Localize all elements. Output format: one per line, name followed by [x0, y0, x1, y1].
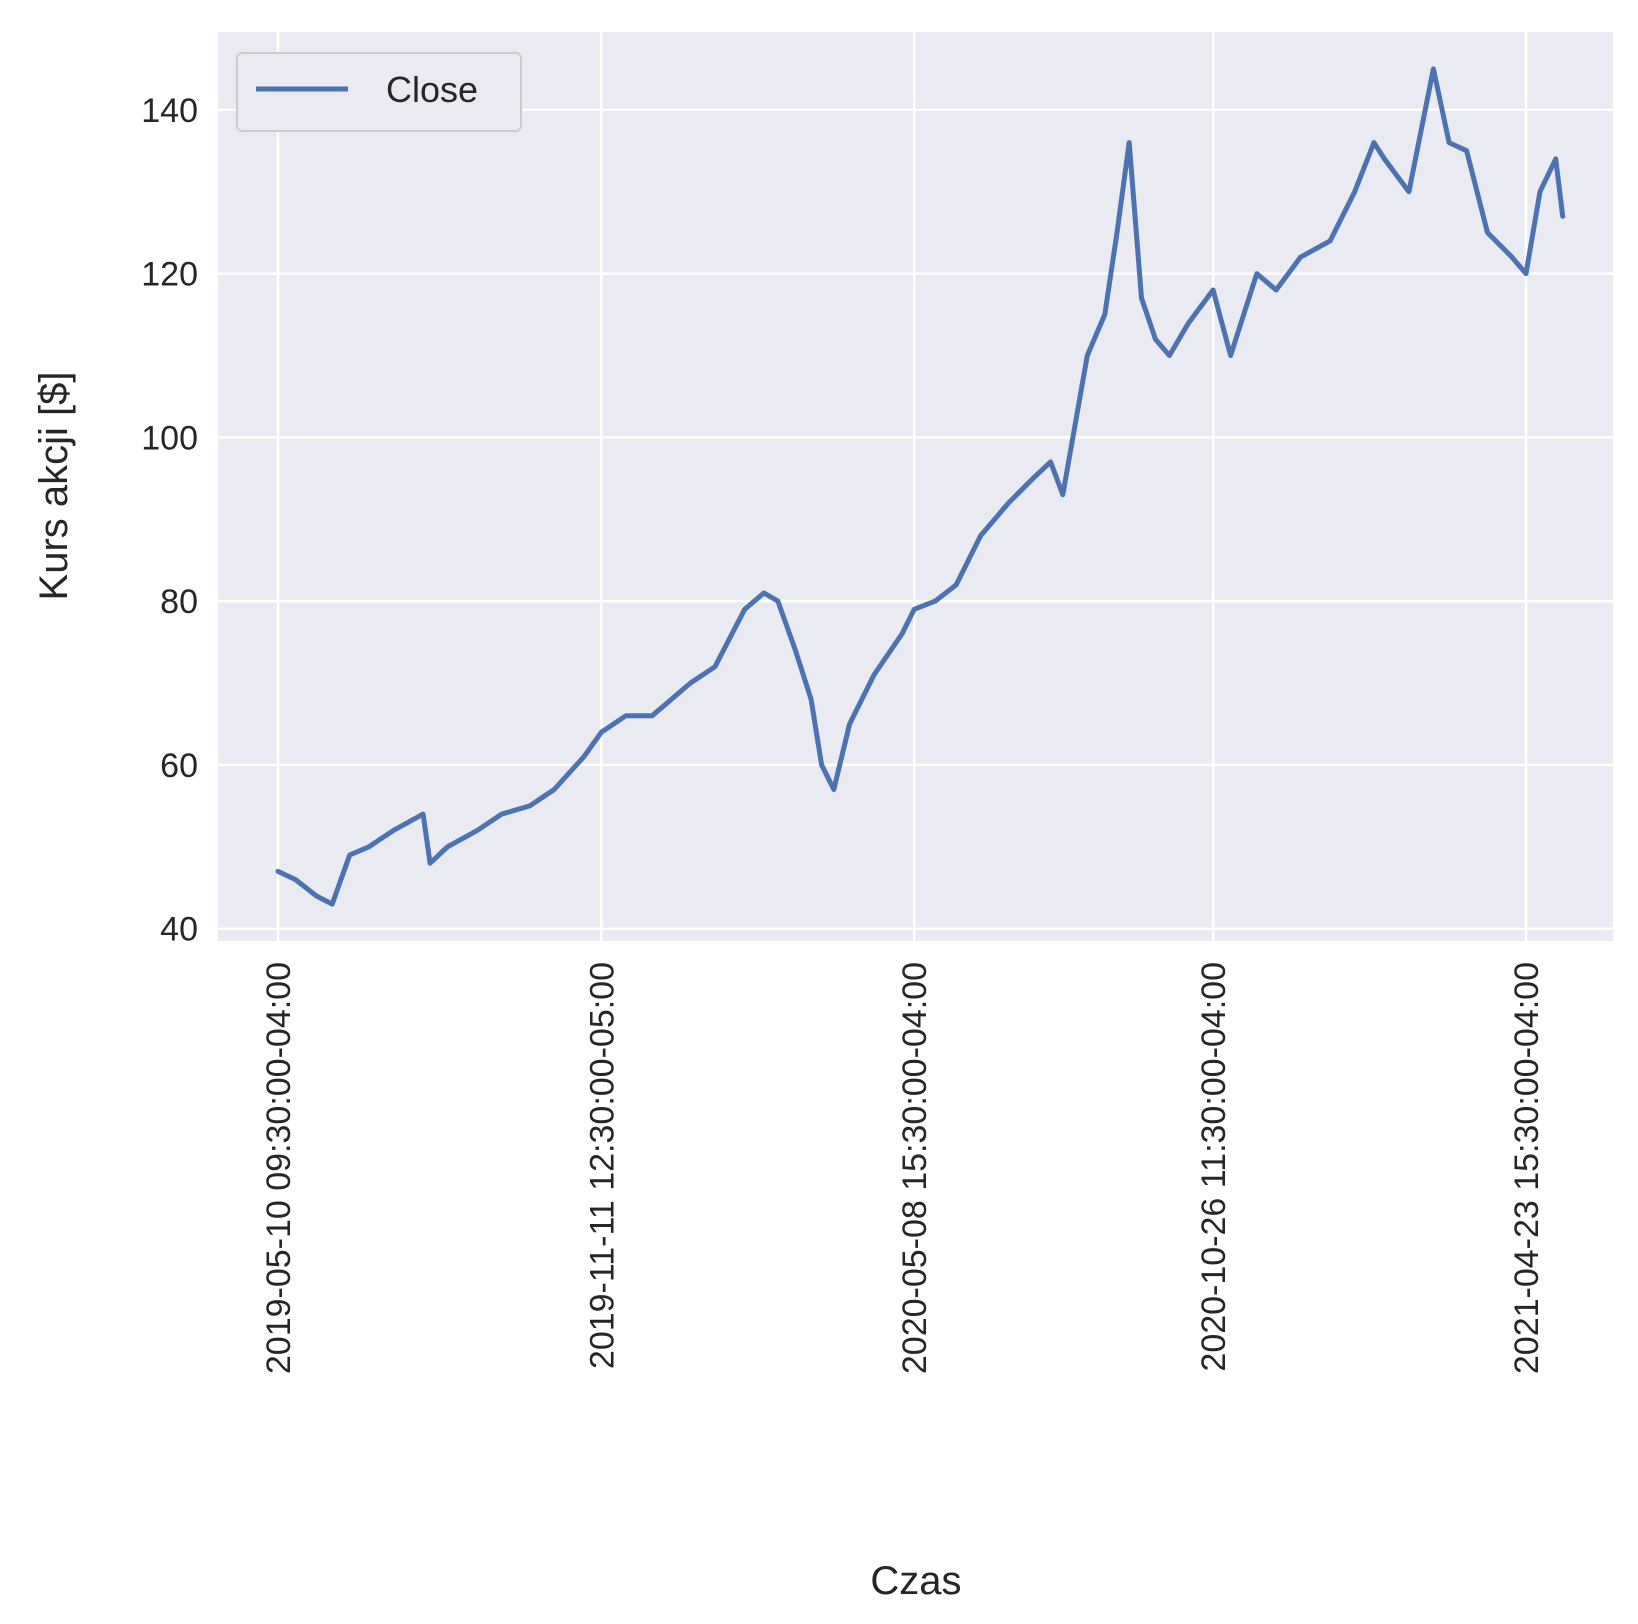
legend-box [236, 52, 522, 132]
x-tick-label-2: 2020-05-08 15:30:00-04:00 [896, 962, 934, 1374]
x-tick-labels: 2019-05-10 09:30:00-04:00 2019-11-11 12:3… [260, 962, 1546, 1374]
y-tick-label-2: 80 [160, 583, 198, 621]
x-tick-label-3: 2020-10-26 11:30:00-04:00 [1195, 962, 1233, 1372]
x-tick-label-4: 2021-04-23 15:30:00-04:00 [1508, 962, 1546, 1374]
y-tick-labels: 40 60 80 100 120 140 [141, 92, 198, 949]
x-grid [276, 32, 1528, 941]
y-tick-label-5: 140 [141, 92, 198, 130]
y-tick-label-4: 120 [141, 256, 198, 294]
x-axis-label: Czas [870, 1559, 961, 1603]
legend-label-close: Close [386, 69, 478, 110]
y-axis-label: Kurs akcji [$] [32, 372, 76, 601]
y-tick-label-3: 100 [141, 419, 198, 457]
series-line-close [275, 66, 1566, 907]
legend: Close [236, 52, 522, 132]
plot-area [218, 32, 1613, 941]
y-tick-label-0: 40 [160, 911, 198, 949]
x-tick-label-0: 2019-05-10 09:30:00-04:00 [260, 962, 298, 1374]
x-tick-label-1: 2019-11-11 12:30:00-05:00 [583, 962, 621, 1369]
y-tick-label-1: 60 [160, 747, 198, 785]
